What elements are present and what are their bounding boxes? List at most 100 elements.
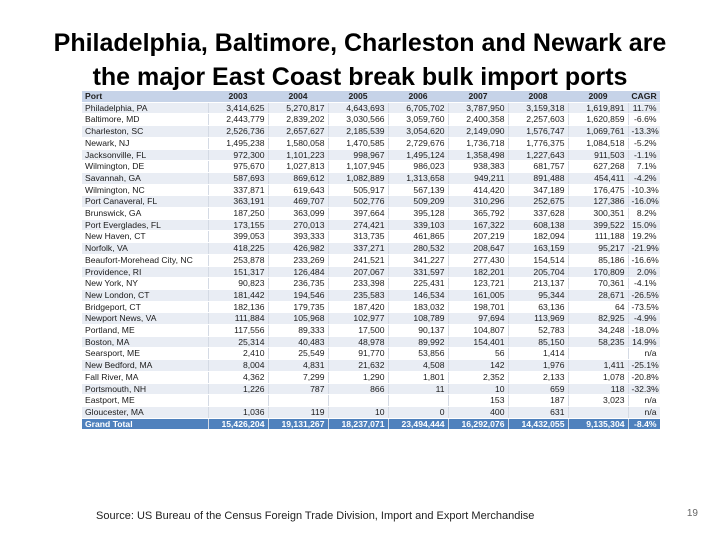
table-row: Eastport, ME 153 187 3,023 n/a (82, 394, 660, 407)
port-name-cell: Portland, ME (82, 324, 209, 337)
value-cell: 891,488 (508, 172, 569, 185)
table-row: Jacksonville, FL 972,300 1,101,223 998,967 1… (82, 149, 660, 162)
port-name-cell: Brunswick, GA (82, 207, 209, 220)
port-name-cell: Philadelphia, PA (82, 102, 209, 115)
value-cell (568, 347, 629, 361)
column-header-2008: 2008 (508, 91, 568, 103)
value-cell: 15.0% (628, 219, 660, 232)
value-cell: 90,823 (208, 277, 269, 290)
value-cell: 123,721 (448, 277, 509, 290)
value-cell: 399,522 (568, 219, 629, 232)
value-cell: 1,411 (568, 359, 629, 372)
value-cell: 21,632 (328, 359, 389, 372)
value-cell: 52,783 (508, 324, 569, 337)
value-cell: 111,188 (568, 230, 629, 244)
value-cell: 395,128 (388, 207, 449, 220)
column-header-2009: 2009 (568, 91, 628, 103)
value-cell: 85,186 (568, 254, 629, 267)
value-cell: -10.3% (628, 184, 660, 197)
port-name-cell: Newport News, VA (82, 312, 209, 326)
value-cell: -1.1% (628, 149, 660, 162)
value-cell: 393,333 (268, 230, 329, 244)
port-name-cell: Norfolk, VA (82, 242, 209, 255)
value-cell: -5.2% (628, 137, 660, 150)
value-cell: -16.0% (628, 195, 660, 209)
value-cell: 949,211 (448, 172, 509, 185)
value-cell: 363,099 (268, 207, 329, 220)
value-cell: 151,317 (208, 266, 269, 279)
value-cell: 19.2% (628, 230, 660, 244)
value-cell: 118 (568, 383, 629, 396)
value-cell: 502,776 (328, 195, 389, 209)
value-cell: 2,839,202 (268, 113, 329, 127)
value-cell: 1,101,223 (268, 149, 329, 162)
grand-total-value: 14,432,055 (508, 418, 569, 431)
table-row: Beaufort-Morehead City, NC 253,878 233,269… (82, 254, 660, 267)
value-cell: 7,299 (268, 371, 329, 384)
value-cell: 2,410 (208, 347, 269, 361)
value-cell: 8,004 (208, 359, 269, 372)
table-row: New Haven, CT 399,053 393,333 313,735 461,86… (82, 230, 660, 244)
slide-title: Philadelphia, Baltimore, Charleston and … (20, 26, 700, 94)
value-cell: 182,136 (208, 301, 269, 314)
value-cell: 25,314 (208, 336, 269, 349)
value-cell: 4,831 (268, 359, 329, 372)
value-cell: -73.5% (628, 301, 660, 314)
value-cell: 397,664 (328, 207, 389, 220)
value-cell: 2,400,358 (448, 113, 509, 127)
value-cell: 207,067 (328, 266, 389, 279)
value-cell: 938,383 (448, 160, 509, 173)
value-cell (268, 394, 329, 407)
value-cell: 64 (568, 301, 629, 314)
value-cell: 2,526,736 (208, 125, 269, 138)
value-cell: 2,443,779 (208, 113, 269, 127)
port-name-cell: Portsmouth, NH (82, 383, 209, 396)
value-cell: 866 (328, 383, 389, 396)
value-cell: 11.7% (628, 102, 660, 115)
value-cell: 104,807 (448, 324, 509, 337)
value-cell: 154,514 (508, 254, 569, 267)
table-row: Baltimore, MD 2,443,779 2,839,202 3,030,566… (82, 113, 660, 127)
value-cell: 3,787,950 (448, 102, 509, 115)
value-cell: 1,227,643 (508, 149, 569, 162)
value-cell: 89,992 (388, 336, 449, 349)
table-row: Charleston, SC 2,526,736 2,657,627 2,185,53… (82, 125, 660, 138)
value-cell: 182,094 (508, 230, 569, 244)
table-body: Philadelphia, PA 3,414,625 5,270,817 4,643,… (82, 102, 660, 419)
value-cell: 161,005 (448, 289, 509, 302)
value-cell: 2,729,676 (388, 137, 449, 150)
table-row: Newark, NJ 1,495,238 1,580,058 1,470,585 2,7… (82, 137, 660, 150)
value-cell: -25.1% (628, 359, 660, 372)
value-cell: 426,982 (268, 242, 329, 255)
grand-total-value: 9,135,304 (568, 418, 629, 431)
value-cell: 207,219 (448, 230, 509, 244)
value-cell: 339,103 (388, 219, 449, 232)
port-name-cell: Eastport, ME (82, 394, 209, 407)
value-cell: 111,884 (208, 312, 269, 326)
port-name-cell: New London, CT (82, 289, 209, 302)
value-cell: 1,580,058 (268, 137, 329, 150)
value-cell: 170,809 (568, 266, 629, 279)
value-cell: 58,235 (568, 336, 629, 349)
port-name-cell: New Bedford, MA (82, 359, 209, 372)
value-cell: 167,322 (448, 219, 509, 232)
value-cell: 6,705,702 (388, 102, 449, 115)
grand-total-row: Grand Total 15,426,204 19,131,267 18,237,07… (82, 418, 660, 431)
value-cell: 2,149,090 (448, 125, 509, 138)
value-cell: 1,313,658 (388, 172, 449, 185)
value-cell: 300,351 (568, 207, 629, 220)
value-cell: 277,430 (448, 254, 509, 267)
value-cell: 2,257,603 (508, 113, 569, 127)
value-cell: 95,217 (568, 242, 629, 255)
value-cell: 509,209 (388, 195, 449, 209)
value-cell: 105,968 (268, 312, 329, 326)
table-row: New London, CT 181,442 194,546 235,583 146,5… (82, 289, 660, 302)
value-cell (208, 394, 269, 407)
port-name-cell: Wilmington, NC (82, 184, 209, 197)
value-cell: 153 (448, 394, 509, 407)
table-row: Providence, RI 151,317 126,484 207,067 331,5… (82, 266, 660, 279)
value-cell: 659 (508, 383, 569, 396)
value-cell: 587,693 (208, 172, 269, 185)
table-row: Brunswick, GA 187,250 363,099 397,664 395,12… (82, 207, 660, 220)
port-name-cell: Gloucester, MA (82, 406, 209, 419)
